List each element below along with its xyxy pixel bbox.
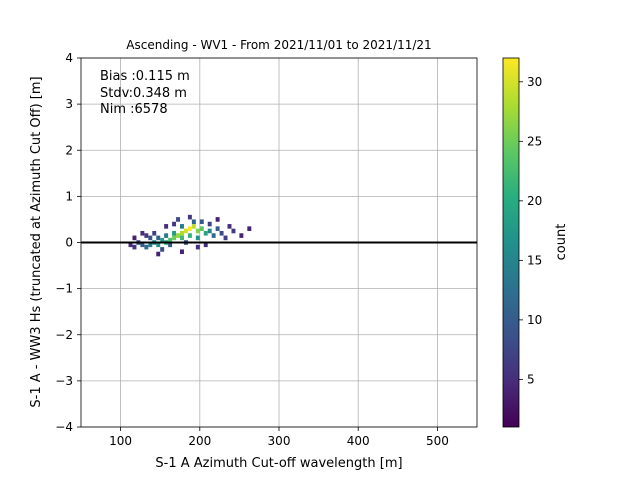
heatmap-bin — [176, 217, 180, 222]
y-tick-label: −3 — [55, 374, 73, 388]
y-tick-label: 3 — [65, 97, 73, 111]
heatmap-bin — [231, 228, 236, 234]
heatmap-bin — [176, 233, 180, 238]
heatmap-bin — [187, 214, 192, 220]
heatmap-bin — [223, 235, 228, 241]
heatmap-bin — [180, 224, 184, 229]
heatmap-bin — [227, 224, 232, 229]
heatmap-bin — [164, 224, 169, 229]
heatmap-bin — [140, 230, 145, 236]
x-axis-ticks: 100 200 300 400 500 — [109, 427, 449, 448]
heatmap-bin — [191, 219, 196, 225]
x-tick-label: 100 — [109, 434, 132, 448]
heatmap-bin — [215, 226, 220, 231]
heatmap-bin — [180, 230, 184, 236]
y-tick-label: 4 — [65, 51, 73, 65]
heatmap-bin — [144, 233, 149, 238]
heatmap-bin — [239, 233, 244, 238]
colorbar-ticks: 5 10 15 20 25 30 — [519, 75, 542, 386]
colorbar-tick-label: 15 — [527, 253, 542, 267]
y-tick-label: −2 — [55, 328, 73, 342]
heatmap-bin — [148, 242, 153, 248]
heatmap-bin — [180, 235, 184, 241]
histogram-bins — [128, 214, 252, 257]
heatmap-bin — [160, 247, 165, 252]
y-tick-label: 0 — [65, 236, 73, 250]
heatmap-bin — [203, 242, 208, 248]
y-tick-label: 2 — [65, 143, 73, 157]
colorbar-tick-label: 25 — [527, 134, 542, 148]
heatmap-bin — [207, 221, 212, 227]
x-tick-label: 500 — [426, 434, 449, 448]
heatmap-bin — [207, 228, 212, 234]
heatmap-bin — [152, 230, 157, 236]
x-tick-label: 400 — [347, 434, 370, 448]
heatmap-bin — [219, 230, 224, 236]
y-tick-label: 1 — [65, 189, 73, 203]
heatmap-bin — [132, 244, 137, 250]
nim-annotation: Nim :6578 — [100, 102, 168, 117]
heatmap-bin — [199, 219, 204, 225]
heatmap-bin — [191, 224, 196, 229]
heatmap-bin — [195, 235, 200, 241]
colorbar-gradient — [502, 57, 520, 428]
y-tick-label: −4 — [55, 420, 73, 434]
heatmap-bin — [195, 228, 200, 234]
colorbar-tick-label: 5 — [527, 372, 535, 386]
colorbar-label: count — [554, 224, 569, 261]
heatmap-bin — [195, 244, 200, 250]
stats-annotation: Bias :0.115 m Stdv:0.348 m Nim :6578 — [100, 69, 190, 117]
heatmap-bin — [187, 226, 192, 231]
heatmap-bin — [180, 249, 184, 255]
heatmap-bin — [148, 235, 153, 241]
heatmap-bin — [187, 233, 192, 238]
y-axis-ticks: −4 −3 −2 −1 0 1 2 3 4 — [55, 51, 81, 434]
stdv-annotation: Stdv:0.348 m — [100, 86, 187, 101]
colorbar-tick-label: 10 — [527, 313, 542, 327]
heatmap-bin — [132, 235, 137, 241]
heatmap-bin — [199, 226, 204, 231]
x-tick-label: 200 — [188, 434, 211, 448]
heatmap-bin — [144, 244, 149, 250]
heatmap-bin — [203, 230, 208, 236]
heatmap-bin — [156, 251, 161, 257]
heatmap-bin — [168, 242, 173, 248]
colorbar-tick-label: 20 — [527, 194, 542, 208]
heatmap-bin — [183, 228, 188, 234]
heatmap-bin — [172, 230, 177, 236]
x-axis-label: S-1 A Azimuth Cut-off wavelength [m] — [155, 456, 402, 471]
chart-title: Ascending - WV1 - From 2021/11/01 to 202… — [126, 38, 431, 52]
heatmap-bin — [160, 237, 165, 243]
colorbar: 5 10 15 20 25 30 count — [502, 57, 569, 428]
heatmap-bin — [140, 242, 145, 248]
heatmap-bin — [247, 226, 252, 231]
x-tick-label: 300 — [268, 434, 291, 448]
heatmap-bin — [172, 235, 177, 241]
heatmap-bin — [215, 217, 220, 222]
y-tick-label: −1 — [55, 282, 73, 296]
heatmap-bin — [172, 221, 177, 227]
y-axis-label: S-1 A - WW3 Hs (truncated at Azimuth Cut… — [29, 76, 44, 407]
heatmap-bin — [211, 233, 216, 238]
heatmap-bin — [168, 237, 173, 243]
colorbar-tick-label: 30 — [527, 75, 542, 89]
heatmap-bin — [156, 235, 161, 241]
heatmap-bin — [156, 242, 161, 248]
heatmap-bin — [164, 233, 169, 238]
heatmap-bin — [128, 242, 133, 248]
bias-annotation: Bias :0.115 m — [100, 69, 190, 84]
